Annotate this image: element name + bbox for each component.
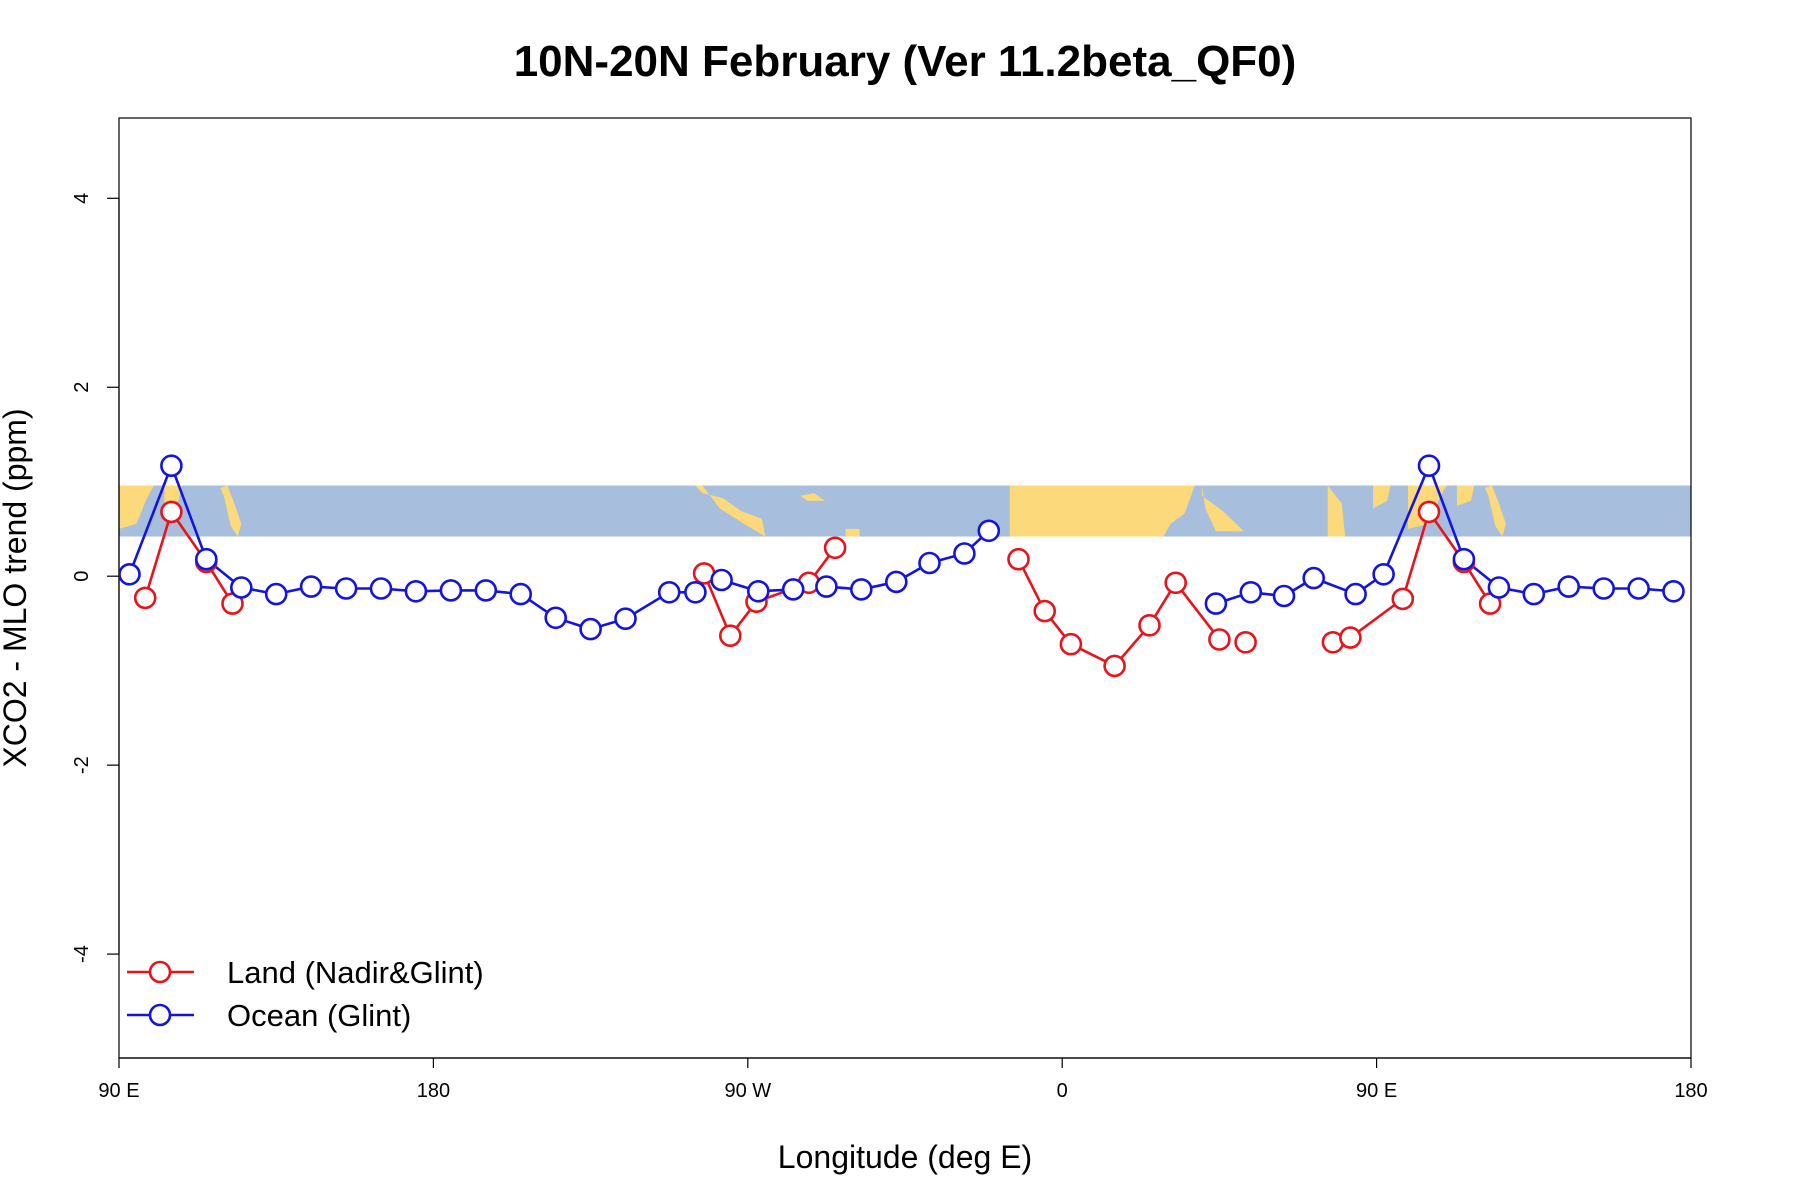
map-land-9 (1373, 485, 1391, 509)
ocean-data-point (1452, 547, 1476, 571)
land-data-point (1103, 654, 1126, 678)
y-tick-label: 0 (71, 571, 93, 582)
ocean-data-point (657, 580, 681, 604)
x-tick-label: 90 W (724, 1080, 771, 1102)
ocean-data-point (1592, 577, 1615, 600)
land-data-point (1208, 628, 1231, 651)
land-data-point (718, 624, 742, 648)
map-land-12 (1484, 485, 1506, 537)
map-land-2 (220, 485, 242, 537)
land-data-point (1007, 547, 1030, 571)
ocean-data-point (579, 617, 602, 641)
land-data-point (1391, 587, 1415, 611)
legend-label-ocean: Ocean (Glint) (227, 998, 411, 1033)
ocean-data-point (746, 579, 770, 603)
x-tick-label: 180 (1674, 1080, 1707, 1102)
ocean-data-point (264, 582, 288, 606)
map-land-5 (845, 528, 860, 537)
legend: Land (Nadir&Glint) Ocean (Glint) (127, 955, 484, 1033)
ocean-data-point (544, 606, 568, 630)
series-layer (119, 454, 1685, 678)
y-tick-label: -4 (71, 945, 93, 963)
ocean-data-point (439, 579, 463, 602)
land-data-point (823, 536, 847, 560)
ocean-data-point (781, 578, 805, 601)
x-axis: 90 E 180 90 W 0 90 E 180 (98, 1057, 1708, 1102)
land-data-point (1164, 571, 1187, 595)
ocean-data-point (1557, 575, 1580, 598)
legend-marker-land (148, 960, 172, 984)
map-land-7 (1201, 485, 1244, 532)
ocean-data-point (849, 578, 873, 601)
x-tick-label: 90 E (1356, 1080, 1397, 1102)
x-axis-title: Longitude (deg E) (778, 1139, 1032, 1175)
ocean-data-point (1522, 582, 1546, 606)
ocean-data-point (160, 454, 183, 478)
ocean-data-point (1662, 579, 1685, 603)
ocean-data-point (369, 577, 393, 600)
ocean-data-point (684, 580, 707, 604)
ocean-data-point (1417, 454, 1441, 478)
ocean-data-point (884, 570, 908, 594)
legend-label-land: Land (Nadir&Glint) (227, 955, 484, 990)
map-land-1 (164, 485, 182, 506)
land-series-line (143, 508, 234, 605)
map-land-6 (1009, 485, 1195, 537)
x-tick-label: 90 E (98, 1080, 139, 1102)
y-axis-title: XCO2 - MLO trend (ppm) (0, 408, 33, 767)
ocean-data-point (1487, 576, 1511, 599)
ocean-data-point (614, 607, 637, 631)
land-data-point (1417, 500, 1441, 524)
ocean-data-point (404, 579, 428, 603)
x-tick-label: 0 (1057, 1080, 1068, 1102)
land-data-point (160, 500, 183, 524)
ocean-data-point (119, 563, 141, 586)
map-land-3 (695, 485, 766, 537)
ocean-data-point (1302, 566, 1325, 590)
land-data-point (1138, 613, 1161, 637)
ocean-data-point (230, 576, 253, 599)
ocean-data-point (1372, 562, 1395, 586)
ocean-data-point (195, 547, 218, 571)
ocean-data-point (918, 551, 941, 575)
ocean-data-point (299, 575, 323, 598)
map-land-8 (1327, 485, 1346, 537)
land-data-point (1059, 632, 1083, 656)
land-data-point (1339, 626, 1362, 649)
land-data-point (1234, 630, 1257, 654)
ocean-data-point (474, 579, 498, 602)
map-land-4 (800, 493, 825, 501)
y-tick-label: -2 (71, 756, 93, 774)
ocean-data-point (1272, 584, 1296, 608)
ocean-data-point (1627, 577, 1650, 600)
map-land-11 (1456, 485, 1475, 506)
ocean-data-point (334, 577, 358, 600)
ocean-data-point (953, 542, 976, 565)
ocean-data-point (1344, 582, 1367, 606)
ocean-data-point (710, 568, 733, 592)
legend-marker-ocean (148, 1003, 172, 1027)
map-ocean-band (119, 485, 1691, 537)
ocean-data-point (977, 519, 1001, 543)
land-data-point (133, 586, 157, 610)
y-tick-label: 2 (71, 382, 93, 393)
map-strip (119, 485, 1691, 537)
map-land-0 (119, 485, 154, 529)
x-tick-label: 180 (417, 1080, 450, 1102)
y-axis: -4 -2 0 2 4 (71, 193, 120, 963)
ocean-data-point (1239, 580, 1263, 604)
ocean-data-point (815, 575, 838, 598)
chart-title: 10N-20N February (Ver 11.2beta_QF0) (514, 37, 1297, 86)
y-tick-label: 4 (71, 193, 93, 204)
ocean-data-point (509, 582, 533, 606)
ocean-data-point (1204, 592, 1228, 615)
land-data-point (1033, 599, 1056, 623)
